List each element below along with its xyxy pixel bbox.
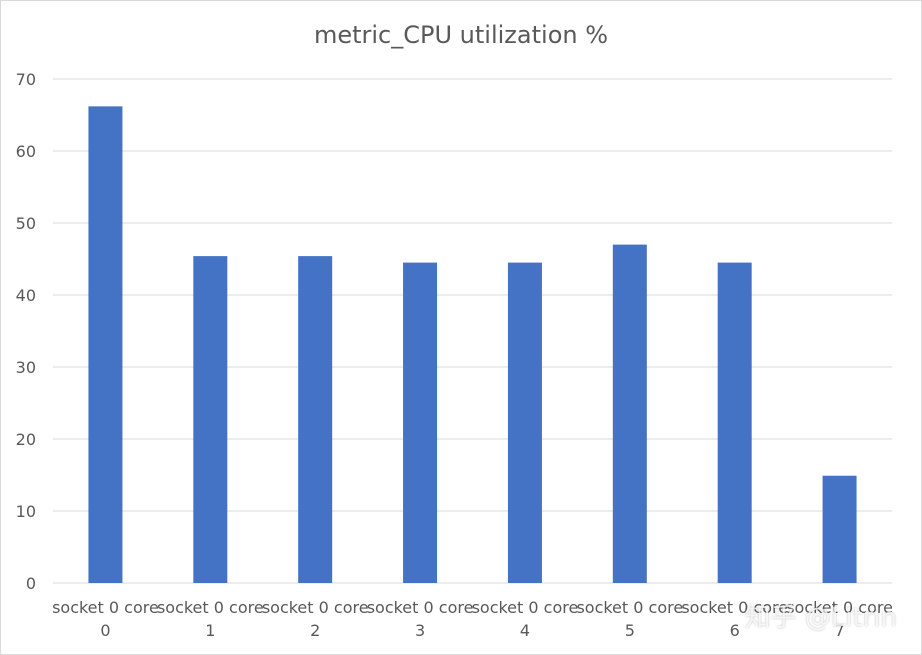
x-tick-label-index: 6: [730, 621, 740, 640]
x-tick-label-index: 0: [100, 621, 110, 640]
y-tick-label: 0: [26, 574, 36, 593]
y-tick-label: 70: [16, 70, 36, 89]
x-tick-label-prefix: socket 0 core: [157, 598, 264, 617]
bar-core-5: [612, 244, 647, 583]
y-tick-label: 50: [16, 214, 36, 233]
chart-title: metric_CPU utilization %: [313, 21, 609, 49]
bar-core-6: [717, 262, 752, 583]
grid-lines: [53, 78, 892, 584]
bar-core-3: [403, 262, 438, 583]
bars: [88, 106, 857, 584]
y-tick-label: 40: [16, 286, 36, 305]
bar-core-4: [507, 262, 542, 583]
y-tick-label: 60: [16, 142, 36, 161]
x-tick-label-index: 3: [415, 621, 425, 640]
x-tick-label-index: 1: [205, 621, 215, 640]
bar-core-7: [822, 475, 857, 583]
x-tick-label-prefix: socket 0 core: [576, 598, 683, 617]
y-tick-label: 10: [16, 502, 36, 521]
x-tick-label-prefix: socket 0 core: [472, 598, 579, 617]
x-tick-label-prefix: socket 0 core: [367, 598, 474, 617]
y-axis-ticks: 0 10 20 30 40 50 60 70: [16, 70, 36, 593]
x-axis-ticks: socket 0 core 0 socket 0 core 1 socket 0 cor…: [52, 598, 893, 640]
x-tick-label-prefix: socket 0 core: [786, 598, 893, 617]
bar-core-2: [298, 256, 333, 583]
bar-core-1: [193, 256, 228, 583]
x-tick-label-index: 7: [834, 621, 844, 640]
x-tick-label-prefix: socket 0 core: [52, 598, 159, 617]
x-tick-label-prefix: socket 0 core: [681, 598, 788, 617]
bar-core-0: [88, 106, 123, 584]
x-tick-label-index: 5: [625, 621, 635, 640]
x-tick-label-index: 4: [520, 621, 530, 640]
x-tick-label-prefix: socket 0 core: [262, 598, 369, 617]
y-tick-label: 30: [16, 358, 36, 377]
y-tick-label: 20: [16, 430, 36, 449]
x-tick-label-index: 2: [310, 621, 320, 640]
